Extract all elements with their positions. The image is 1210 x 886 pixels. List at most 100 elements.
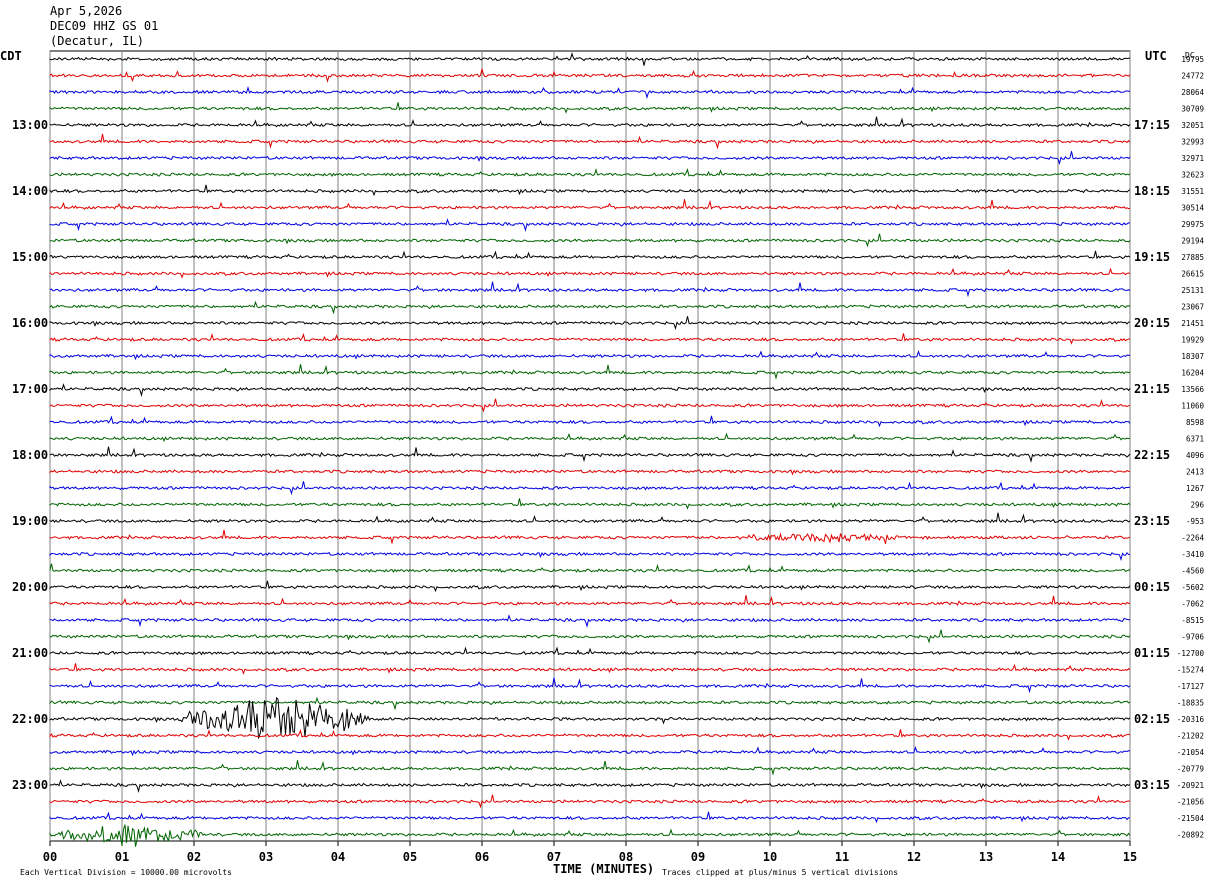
trace-line: [49, 677, 1131, 694]
dc-offset-label: 32993: [1181, 138, 1204, 147]
trace-line: [49, 580, 1131, 593]
dc-offset-label: 30709: [1181, 105, 1204, 114]
trace-line: [49, 52, 1131, 66]
dc-offset-label: -20316: [1177, 715, 1205, 724]
dc-offset-label: 23067: [1181, 303, 1204, 312]
trace-line: [49, 233, 1131, 248]
grid: [49, 50, 1131, 846]
trace-line: [49, 614, 1131, 628]
right-hour-label: 23:15: [1134, 514, 1170, 528]
x-tick-label: 07: [547, 850, 561, 864]
dc-offset-label: 30514: [1181, 204, 1204, 213]
dc-offset-label: 28064: [1181, 88, 1204, 97]
trace-line: [49, 281, 1131, 298]
x-tick-label: 15: [1123, 850, 1137, 864]
x-tick-label: 00: [43, 850, 57, 864]
trace-line: [49, 696, 1131, 711]
trace-line: [49, 760, 1131, 776]
dc-offset-label: -21054: [1177, 748, 1205, 757]
trace-line: [49, 779, 1131, 793]
right-hour-label: 03:15: [1134, 778, 1170, 792]
plot-frame: [49, 50, 1131, 842]
right-hour-label: 02:15: [1134, 712, 1170, 726]
trace-line: [49, 364, 1131, 380]
x-tick-label: 05: [403, 850, 417, 864]
dc-offset-label: 19929: [1181, 336, 1204, 345]
trace-line: [49, 811, 1131, 824]
dc-offset-label: -4560: [1181, 567, 1204, 576]
dc-offset-label: 8598: [1186, 418, 1205, 427]
dc-offset-label: 1267: [1186, 484, 1204, 493]
footer-clip: Traces clipped at plus/minus 5 vertical …: [662, 868, 898, 877]
trace-line: [49, 481, 1131, 496]
left-hour-label: 19:00: [12, 514, 48, 528]
right-tz-label: UTC: [1145, 49, 1167, 63]
left-hour-label: 15:00: [12, 250, 48, 264]
dc-offset-label: 25131: [1181, 286, 1204, 295]
trace-line: [49, 512, 1131, 524]
trace-line: [49, 728, 1131, 741]
dc-offset-label: 29194: [1181, 237, 1204, 246]
left-hour-label: 14:00: [12, 184, 48, 198]
dc-offset-label: 16204: [1181, 369, 1204, 378]
trace-line: [49, 300, 1131, 315]
left-hour-label: 18:00: [12, 448, 48, 462]
dc-offset-label: -5602: [1181, 583, 1204, 592]
dc-offset-label: -20779: [1177, 765, 1204, 774]
dc-offset-label: 29975: [1181, 220, 1204, 229]
x-tick-label: 04: [331, 850, 345, 864]
dc-offset-label: 32623: [1181, 171, 1204, 180]
dc-offset-label: 32051: [1181, 121, 1204, 130]
dc-offset-label: 18307: [1181, 352, 1204, 361]
trace-line: [49, 415, 1131, 428]
traces: [49, 52, 1131, 847]
dc-offset-label: -3410: [1181, 550, 1204, 559]
header-date: Apr 5,2026: [50, 4, 123, 18]
dc-offset-label: -9706: [1181, 633, 1204, 642]
right-hour-label: 00:15: [1134, 580, 1170, 594]
x-tick-label: 06: [475, 850, 489, 864]
trace-line: [49, 824, 1131, 847]
dc-offset-label: -8515: [1181, 616, 1204, 625]
x-tick-label: 10: [763, 850, 777, 864]
trace-line: [49, 551, 1131, 562]
dc-offset-label: -21056: [1177, 798, 1205, 807]
dc-offset-label: -20892: [1177, 831, 1204, 840]
dc-offset-label: 27885: [1181, 253, 1204, 262]
trace-line: [49, 529, 1131, 545]
trace-line: [49, 469, 1131, 476]
dc-offset-label: 2413: [1186, 468, 1204, 477]
trace-line: [49, 696, 1131, 739]
left-hour-label: 22:00: [12, 712, 48, 726]
x-tick-label: 12: [907, 850, 921, 864]
x-tick-label: 14: [1051, 850, 1065, 864]
trace-line: [49, 794, 1131, 809]
header-station: DEC09 HHZ GS 01: [50, 19, 159, 33]
trace-line: [49, 133, 1131, 150]
dc-offset-label: -17127: [1177, 682, 1204, 691]
x-tick-label: 09: [691, 850, 705, 864]
dc-offset-label: -953: [1186, 517, 1204, 526]
dc-offset-label: -7062: [1181, 600, 1204, 609]
dc-offset-label: 31551: [1181, 187, 1204, 196]
dc-offset-label: -15274: [1177, 666, 1205, 675]
trace-line: [49, 151, 1131, 166]
left-hour-label: 20:00: [12, 580, 48, 594]
dc-offset-label: 13566: [1181, 385, 1204, 394]
dc-offset-label: -20921: [1177, 781, 1204, 790]
dc-offset-label: -21504: [1177, 814, 1205, 823]
x-tick-label: 11: [835, 850, 849, 864]
trace-line: [49, 167, 1131, 177]
dc-offset-label: 19795: [1181, 55, 1204, 64]
right-hour-label: 17:15: [1134, 118, 1170, 132]
left-hour-label: 17:00: [12, 382, 48, 396]
dc-offset-label: 24772: [1181, 72, 1204, 81]
trace-line: [49, 85, 1131, 100]
x-axis-title: TIME (MINUTES): [553, 862, 654, 876]
trace-line: [49, 663, 1131, 675]
footer-scale: Each Vertical Division = 10000.00 microv…: [20, 868, 232, 877]
x-tick-label: 02: [187, 850, 201, 864]
trace-line: [49, 383, 1131, 397]
trace-line: [49, 184, 1131, 197]
